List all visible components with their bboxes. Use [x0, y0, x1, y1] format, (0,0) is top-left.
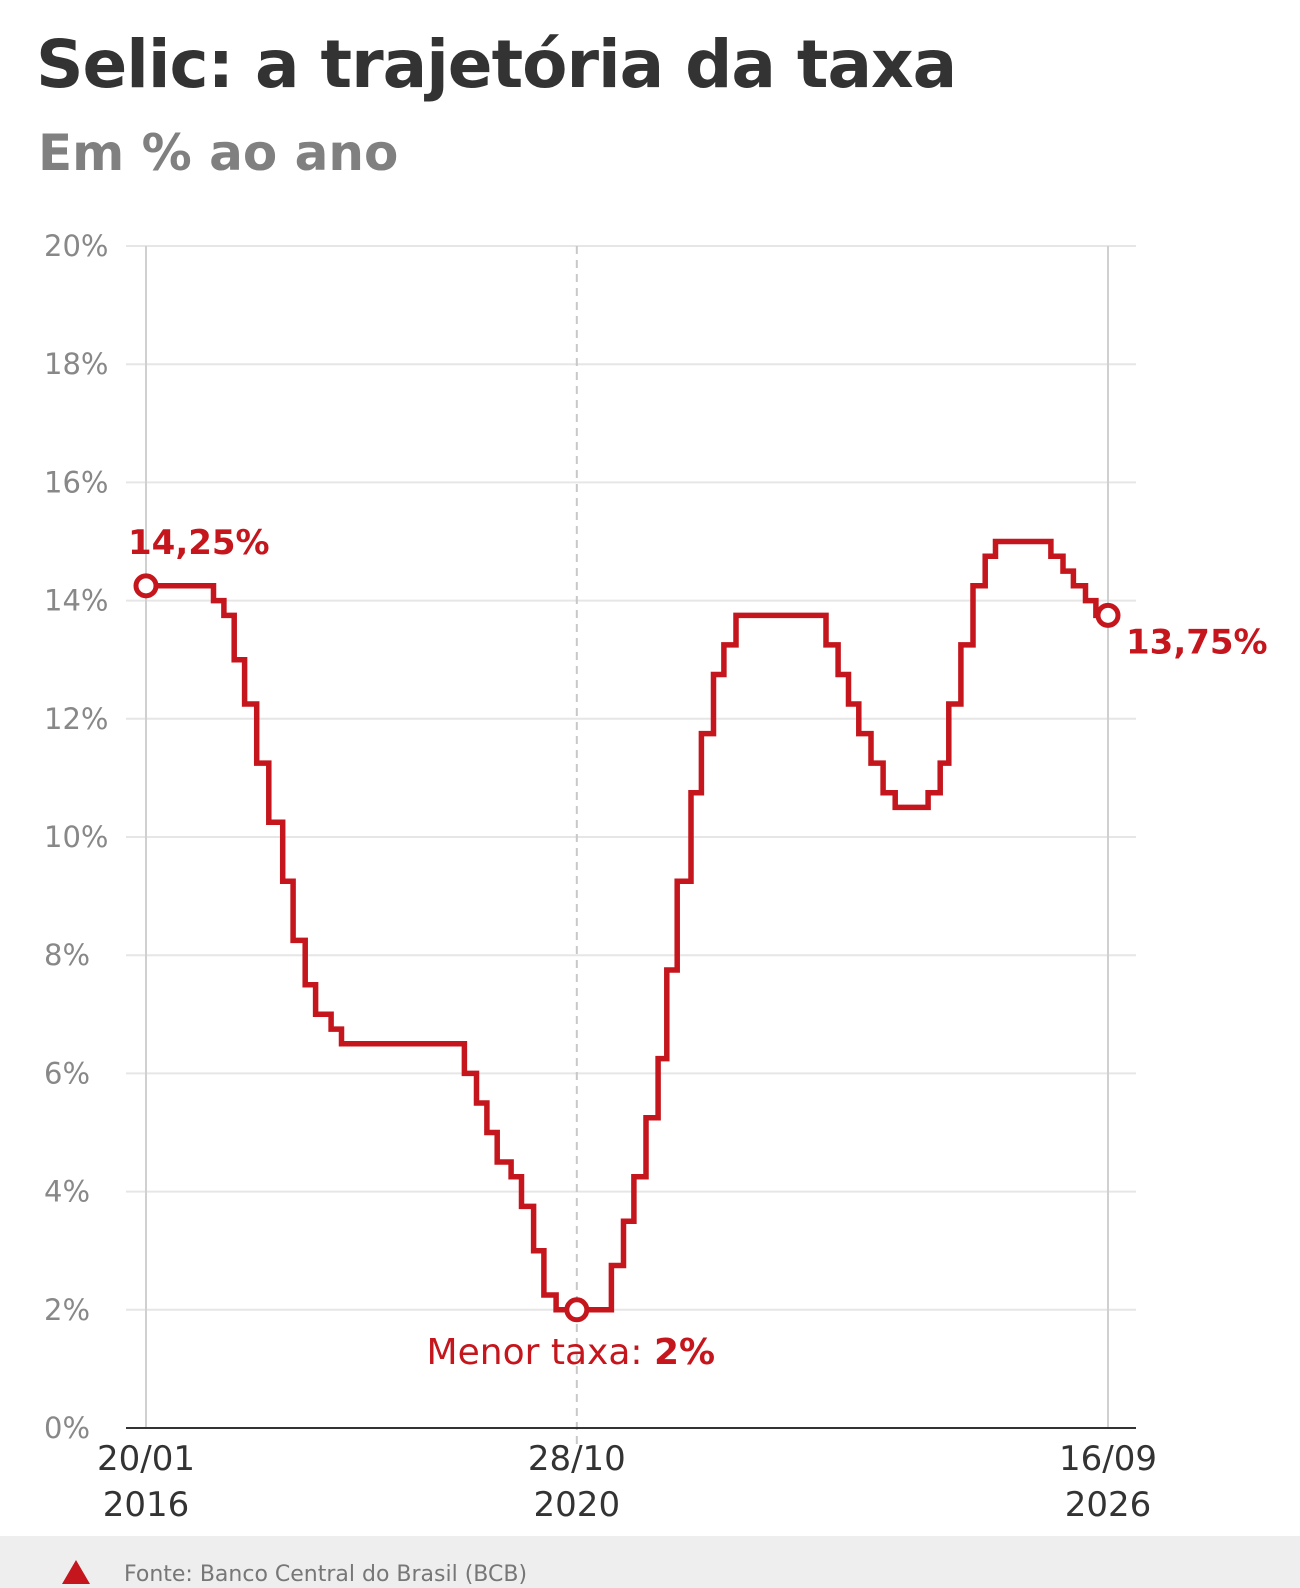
x-tick-label-year: 2016 [103, 1485, 190, 1525]
y-tick-label: 18% [44, 347, 108, 381]
x-tick-label-day: 28/10 [528, 1439, 626, 1479]
label-min: Menor taxa: 2% [427, 1332, 716, 1373]
annotations-layer: 14,25% 13,75% Menor taxa: 2% [128, 523, 1268, 1373]
x-tick-label-year: 2020 [534, 1485, 621, 1525]
label-end: 13,75% [1126, 622, 1268, 662]
y-tick-label: 2% [44, 1293, 90, 1327]
label-min-value: 2% [654, 1332, 715, 1373]
label-min-prefix: Menor taxa: [427, 1332, 654, 1373]
label-start: 14,25% [128, 523, 270, 563]
y-tick-label: 4% [44, 1175, 90, 1209]
x-tick-label-day: 20/01 [97, 1439, 195, 1479]
y-tick-label: 0% [44, 1411, 90, 1445]
x-axis: 20/01 2016 28/10 2020 16/09 2026 [97, 1427, 1157, 1525]
y-tick-label: 14% [44, 584, 108, 618]
y-tick-label: 8% [44, 938, 90, 972]
y-tick-label: 12% [44, 702, 108, 736]
selic-series-line [146, 538, 1108, 1313]
chart-title: Selic: a trajetória da taxa [36, 26, 957, 103]
grid-lines [126, 245, 1136, 1444]
brand-triangle-icon [62, 1560, 90, 1584]
source-text: Fonte: Banco Central do Brasil (BCB) [124, 1562, 528, 1587]
marker-start [133, 573, 159, 599]
source-footer: Fonte: Banco Central do Brasil (BCB) [0, 1536, 1300, 1588]
chart-subtitle: Em % ao ano [38, 124, 399, 182]
x-tick-label-day: 16/09 [1059, 1439, 1157, 1479]
y-tick-label: 16% [44, 465, 108, 499]
selic-line-chart: 0% 2% 4% 6% 8% 10% 12% 14% 16% 18% 20% 20/01 2016 28… [44, 229, 1268, 1525]
marker-min [564, 1297, 590, 1323]
x-tick-label-year: 2026 [1065, 1485, 1152, 1525]
y-axis-ticks: 0% 2% 4% 6% 8% 10% 12% 14% 16% 18% 20% [44, 229, 108, 1445]
y-tick-label: 6% [44, 1056, 90, 1090]
y-tick-label: 20% [44, 229, 108, 263]
y-tick-label: 10% [44, 820, 108, 854]
series-layer [146, 538, 1108, 1313]
marker-end [1095, 602, 1121, 628]
